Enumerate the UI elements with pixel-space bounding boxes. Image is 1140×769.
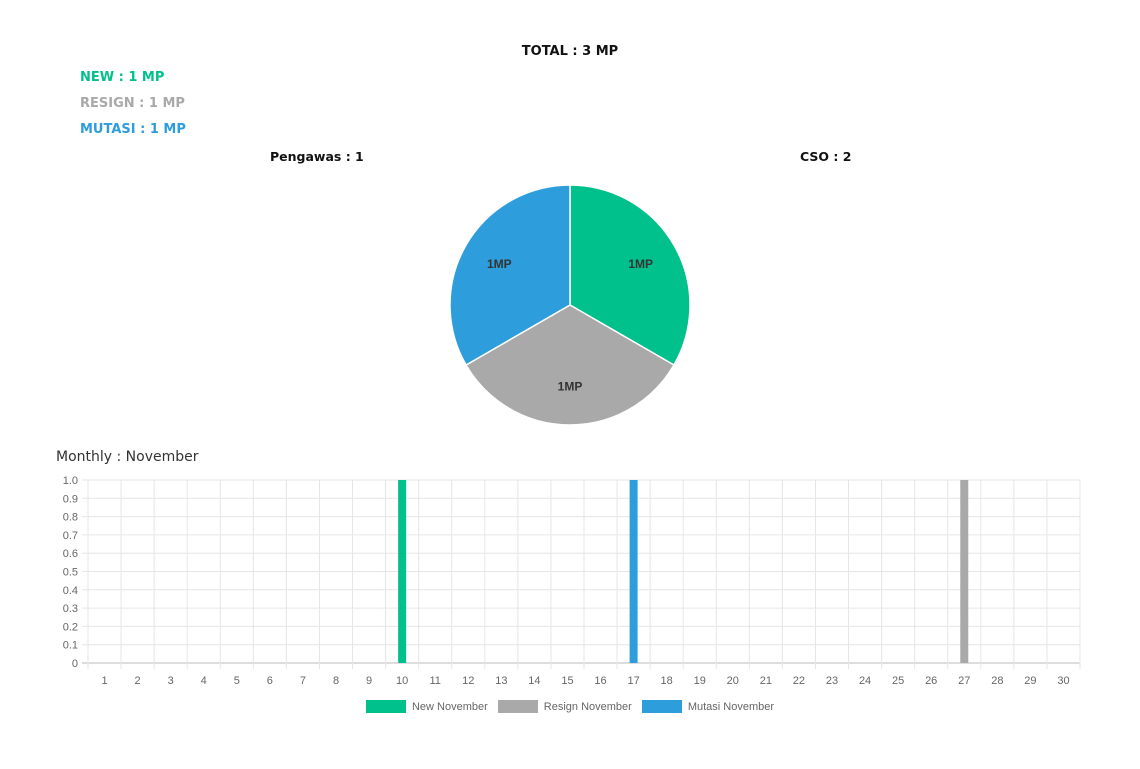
pie-slice-resign bbox=[465, 304, 675, 426]
y-tick-label: 0.7 bbox=[63, 530, 78, 542]
x-tick-label: 26 bbox=[925, 675, 937, 687]
legend-label: New November bbox=[411, 700, 488, 713]
y-tick-label: 0.5 bbox=[63, 567, 78, 579]
monthly-title: Monthly : November bbox=[56, 449, 199, 465]
x-tick-label: 14 bbox=[528, 675, 540, 687]
x-tick-label: 15 bbox=[561, 675, 573, 687]
cso-count: CSO : 2 bbox=[800, 149, 852, 164]
x-tick-label: 28 bbox=[991, 675, 1003, 687]
y-tick-label: 0.9 bbox=[63, 493, 78, 505]
x-tick-label: 27 bbox=[958, 675, 970, 687]
x-tick-label: 5 bbox=[234, 675, 240, 687]
legend-swatch bbox=[365, 700, 406, 713]
legend-label: Mutasi November bbox=[687, 700, 775, 713]
x-tick-label: 3 bbox=[168, 675, 174, 687]
total-label: TOTAL : 3 MP bbox=[521, 44, 619, 59]
y-tick-label: 0.2 bbox=[63, 621, 78, 633]
pie-slice-new bbox=[569, 184, 691, 367]
x-tick-label: 7 bbox=[300, 675, 306, 687]
x-tick-label: 20 bbox=[727, 675, 739, 687]
y-tick-label: 0.4 bbox=[63, 585, 78, 597]
new-count: NEW : 1 MP bbox=[80, 70, 165, 85]
legend-swatch bbox=[497, 700, 538, 713]
x-tick-label: 12 bbox=[462, 675, 474, 687]
pie-slice-label: 1MP bbox=[628, 257, 653, 271]
pie-slice-label: 1MP bbox=[558, 380, 583, 394]
y-tick-label: 0 bbox=[72, 658, 78, 670]
x-tick-label: 30 bbox=[1057, 675, 1069, 687]
pie-chart: 1MP 1MP 1MP bbox=[449, 184, 691, 426]
x-tick-label: 2 bbox=[135, 675, 141, 687]
x-tick-label: 11 bbox=[429, 675, 440, 687]
y-tick-label: 0.8 bbox=[63, 512, 78, 524]
x-tick-label: 24 bbox=[859, 675, 871, 687]
bar-resign-november bbox=[960, 480, 969, 663]
x-tick-label: 9 bbox=[366, 675, 372, 687]
x-tick-label: 16 bbox=[594, 675, 606, 687]
y-tick-label: 0.3 bbox=[63, 603, 78, 615]
x-tick-label: 8 bbox=[333, 675, 339, 687]
x-tick-label: 19 bbox=[694, 675, 706, 687]
resign-count: RESIGN : 1 MP bbox=[80, 96, 185, 111]
x-tick-label: 4 bbox=[201, 675, 207, 687]
x-tick-label: 6 bbox=[267, 675, 273, 687]
x-tick-label: 22 bbox=[793, 675, 805, 687]
x-tick-label: 29 bbox=[1024, 675, 1036, 687]
legend-swatch bbox=[641, 700, 682, 713]
x-tick-label: 21 bbox=[760, 675, 772, 687]
x-tick-label: 13 bbox=[495, 675, 507, 687]
x-tick-label: 23 bbox=[826, 675, 838, 687]
chart-legend: New November Resign November Mutasi Novemb… bbox=[0, 700, 1140, 713]
y-tick-label: 0.6 bbox=[63, 548, 78, 560]
bar-mutasi-november bbox=[629, 480, 638, 663]
mutasi-count: MUTASI : 1 MP bbox=[80, 122, 186, 137]
pengawas-count: Pengawas : 1 bbox=[270, 149, 364, 164]
legend-item[interactable]: New November bbox=[365, 700, 488, 713]
legend-label: Resign November bbox=[543, 700, 632, 713]
x-tick-label: 17 bbox=[627, 675, 639, 687]
x-tick-label: 25 bbox=[892, 675, 904, 687]
legend-item[interactable]: Resign November bbox=[497, 700, 632, 713]
pie-slice-mutasi bbox=[449, 184, 571, 367]
y-tick-label: 0.1 bbox=[63, 640, 78, 652]
x-tick-label: 18 bbox=[661, 675, 673, 687]
bar-new-november bbox=[398, 480, 407, 663]
monthly-bar-chart: 00.10.20.30.40.50.60.70.80.91.01 2 3 4 5 6 7 8 9… bbox=[63, 475, 1081, 687]
x-tick-label: 1 bbox=[101, 675, 107, 687]
legend-item[interactable]: Mutasi November bbox=[641, 700, 775, 713]
y-tick-label: 1.0 bbox=[63, 475, 78, 487]
x-tick-label: 10 bbox=[396, 675, 408, 687]
pie-slice-label: 1MP bbox=[487, 257, 512, 271]
